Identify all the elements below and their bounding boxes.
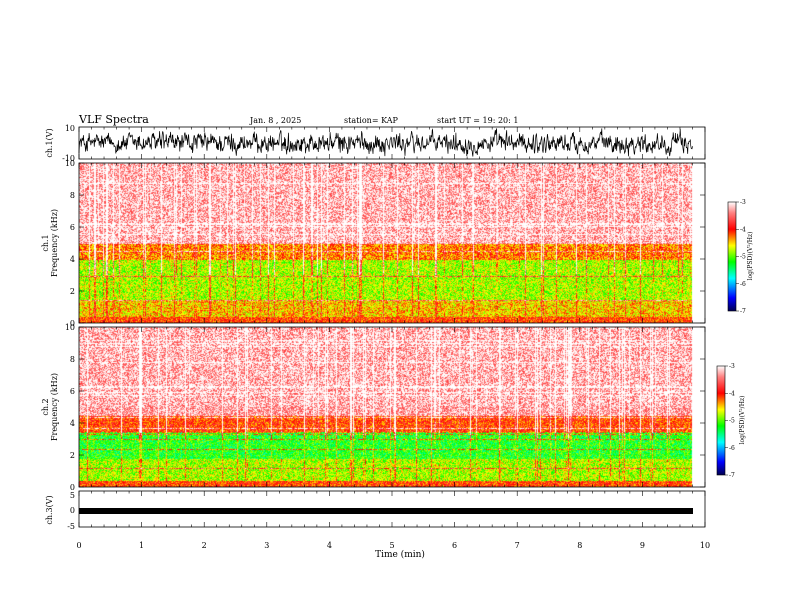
ch3-ylabel: ch.3(V) bbox=[45, 495, 54, 524]
x-tick-label-9: 9 bbox=[640, 541, 645, 550]
colorbar-1-tick-label--7: -7 bbox=[740, 308, 746, 315]
ch2-spec-ytick-label-10: 10 bbox=[65, 323, 75, 332]
ch1-spec-ytick-label-6: 6 bbox=[70, 223, 75, 232]
x-tick-label-10: 10 bbox=[700, 541, 710, 550]
ch3-ytick-bottom: -5 bbox=[67, 522, 75, 531]
x-axis-label: Time (min) bbox=[375, 549, 425, 560]
colorbar-2-ticks: -3 -4 -5 -6 -7 bbox=[725, 363, 735, 479]
ch1-spec-yticks: 0 2 4 6 8 10 bbox=[65, 159, 705, 328]
colorbar-2-tick-label--4: -4 bbox=[729, 390, 735, 397]
colorbar-2-tick-label--6: -6 bbox=[729, 445, 735, 452]
ch1-x-ticks bbox=[78, 127, 706, 159]
ch1-spec-ytick-label-8: 8 bbox=[70, 191, 75, 200]
colorbar-1-ticks: -3 -4 -5 -6 -7 bbox=[736, 199, 746, 315]
x-tick-label-6: 6 bbox=[452, 541, 457, 550]
x-tick-label-5: 5 bbox=[389, 541, 394, 550]
station-label: station= KAP bbox=[344, 116, 398, 125]
ch3-waveform-panel: 5 0 -5 ch.3(V) bbox=[45, 490, 706, 531]
ch3-trace bbox=[79, 508, 693, 514]
colorbar-1-label: log(PSD)(V²/Hz) bbox=[747, 232, 754, 281]
ch1-spec-ytick-label-0: 0 bbox=[70, 319, 75, 328]
ch1-trace bbox=[78, 128, 693, 157]
ch2-spec-yticks: 0 2 4 6 8 10 bbox=[65, 323, 705, 492]
ch1-spec-ylabel-channel: ch.1 bbox=[41, 234, 50, 251]
ch2-spec-x-ticks bbox=[78, 327, 706, 487]
ch2-spectrogram-panel: 0 2 4 6 8 10 ch.2 Frequency (kHz) bbox=[41, 323, 706, 492]
x-tick-label-1: 1 bbox=[139, 541, 144, 550]
ch1-ytick-top: 10 bbox=[65, 124, 75, 133]
ch1-spec-ytick-label-4: 4 bbox=[70, 255, 75, 264]
colorbar-2-tick-label--7: -7 bbox=[729, 472, 735, 479]
x-tick-label-3: 3 bbox=[264, 541, 269, 550]
colorbar-2-tick-label--5: -5 bbox=[729, 418, 735, 425]
ch1-spec-ylabel-freq: Frequency (kHz) bbox=[50, 209, 59, 277]
colorbar-2-tick-label--3: -3 bbox=[729, 363, 735, 370]
ch1-spectrogram-panel: 0 2 4 6 8 10 ch.1 Frequency (kHz) bbox=[41, 159, 706, 328]
ch1-spec-x-ticks bbox=[78, 163, 706, 323]
ch1-spec-ytick-label-2: 2 bbox=[70, 287, 75, 296]
ch1-ytick-bottom: -10 bbox=[62, 154, 75, 163]
ch2-spec-ylabel-channel: ch.2 bbox=[41, 398, 50, 415]
colorbar-2-label: log(PSD)(V²/Hz) bbox=[739, 396, 746, 445]
ch2-spectrogram-image bbox=[79, 327, 705, 487]
ch1-spec-ytick-label-10: 10 bbox=[65, 159, 75, 168]
colorbar-1-gradient bbox=[727, 201, 737, 312]
ch2-spec-ytick-label-4: 4 bbox=[70, 419, 75, 428]
ch3-ytick-mid: 0 bbox=[70, 506, 75, 515]
colorbar-1-tick-label--6: -6 bbox=[740, 281, 746, 288]
x-axis-tick-labels: 0 1 2 3 4 5 6 7 8 9 10 bbox=[76, 541, 710, 550]
colorbar-2: -3 -4 -5 -6 -7 log(PSD)(V²/Hz) bbox=[716, 363, 746, 479]
ch2-spec-ytick-label-0: 0 bbox=[70, 483, 75, 492]
ch1-ylabel: ch.1(V) bbox=[45, 128, 54, 157]
date-label: Jan. 8 , 2025 bbox=[250, 116, 302, 125]
ch2-spec-ylabel-freq: Frequency (kHz) bbox=[50, 373, 59, 441]
colorbar-1-tick-label--4: -4 bbox=[740, 226, 746, 233]
x-tick-label-0: 0 bbox=[76, 541, 81, 550]
ch1-waveform-panel: 10 -10 ch.1(V) bbox=[45, 124, 706, 163]
x-tick-label-8: 8 bbox=[577, 541, 582, 550]
colorbar-1-tick-label--3: -3 bbox=[740, 199, 746, 206]
ch2-spec-ytick-label-6: 6 bbox=[70, 387, 75, 396]
colorbar-2-gradient bbox=[716, 365, 726, 476]
ch2-spec-ytick-label-8: 8 bbox=[70, 355, 75, 364]
colorbar-1: -3 -4 -5 -6 -7 log(PSD)(V²/Hz) bbox=[727, 199, 754, 315]
chart-title: VLF Spectra bbox=[79, 113, 149, 126]
ch3-x-ticks bbox=[78, 491, 706, 527]
colorbar-1-tick-label--5: -5 bbox=[740, 254, 746, 261]
ch3-ytick-top: 5 bbox=[70, 491, 75, 500]
start-time-label: start UT = 19: 20: 1 bbox=[437, 116, 519, 125]
x-tick-label-7: 7 bbox=[515, 541, 520, 550]
x-tick-label-2: 2 bbox=[202, 541, 207, 550]
ch1-spectrogram-image bbox=[79, 163, 705, 323]
ch2-spec-ytick-label-2: 2 bbox=[70, 451, 75, 460]
x-tick-label-4: 4 bbox=[327, 541, 332, 550]
